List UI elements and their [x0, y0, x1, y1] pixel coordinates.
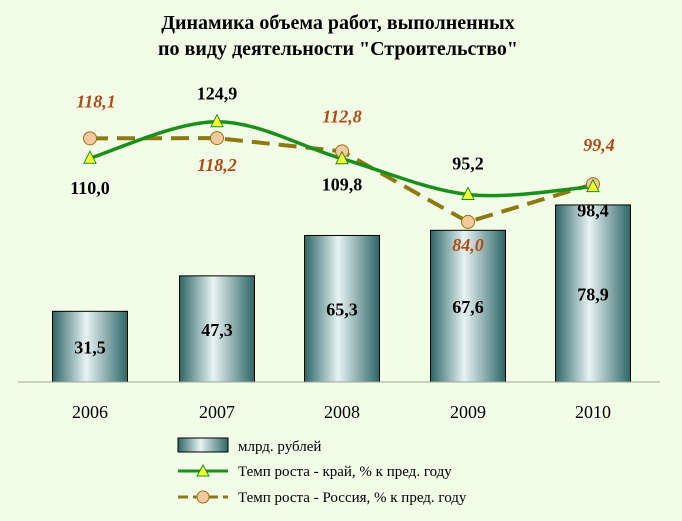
bar-value-label-2007: 47,3: [201, 320, 233, 340]
bar-value-label-2010: 78,9: [577, 284, 609, 304]
region-value-label-2007: 124,9: [197, 84, 238, 104]
russia-value-label-2010: 99,4: [583, 135, 615, 155]
marker-russia-2006: [83, 131, 97, 146]
region-value-label-2008: 109,8: [322, 175, 363, 195]
marker-region-2008: [335, 150, 349, 165]
marker-russia-2009: [461, 214, 475, 229]
x-tick-label-2010: 2010: [575, 402, 611, 422]
x-tick-label-2006: 2006: [72, 402, 108, 422]
x-tick-label-2009: 2009: [450, 402, 486, 422]
legend-line-1-label: Темп роста - край, % к пред. году: [238, 464, 452, 480]
russia-value-label-2006: 118,1: [76, 91, 116, 111]
region-value-label-2006: 110,0: [70, 178, 110, 198]
x-tick-label-2008: 2008: [324, 402, 360, 422]
bar-value-label-2008: 65,3: [326, 300, 358, 320]
data-labels: 110,0 124,9 109,8 95,2 98,4 118,1 118,2 112,8 84…: [70, 84, 615, 255]
russia-value-label-2007: 118,2: [197, 155, 237, 175]
bar-2010: [555, 204, 631, 383]
line-series: [83, 113, 600, 229]
legend: млрд. рублей Темп роста - край, % к пред…: [177, 437, 467, 506]
russia-value-label-2008: 112,8: [322, 106, 362, 126]
region-value-label-2010: 98,4: [577, 201, 609, 221]
x-tick-label-2007: 2007: [199, 402, 235, 422]
bar-series: 31,5 47,3 65,3 67,6 78,9: [52, 204, 631, 383]
bar-2006: [52, 310, 128, 383]
bar-value-label-2006: 31,5: [74, 338, 106, 358]
x-axis-ticks: 2006 2007 2008 2009 2010: [72, 402, 611, 422]
bar-2007: [179, 275, 255, 383]
marker-region-2006: [83, 150, 97, 164]
legend-bar-swatch: [177, 437, 229, 453]
marker-russia-2007: [210, 131, 224, 146]
legend-circle-marker: [196, 490, 210, 504]
legend-bar-label: млрд. рублей: [238, 439, 321, 455]
chart-title-line-2: по виду деятельности "Строительство": [158, 38, 518, 60]
russia-value-label-2009: 84,0: [452, 235, 484, 255]
region-value-label-2009: 95,2: [452, 153, 484, 173]
bar-2008: [304, 234, 380, 383]
bar-value-label-2009: 67,6: [452, 297, 484, 317]
legend-triangle-marker: [196, 463, 210, 477]
bar-2009: [430, 229, 506, 383]
legend-line-2-label: Темп роста - Россия, % к пред. году: [238, 490, 467, 506]
marker-region-2007: [210, 113, 224, 128]
marker-region-2010: [586, 178, 600, 193]
marker-region-2009: [461, 186, 475, 200]
chart-title-line-1: Динамика объема работ, выполненных: [161, 12, 515, 34]
